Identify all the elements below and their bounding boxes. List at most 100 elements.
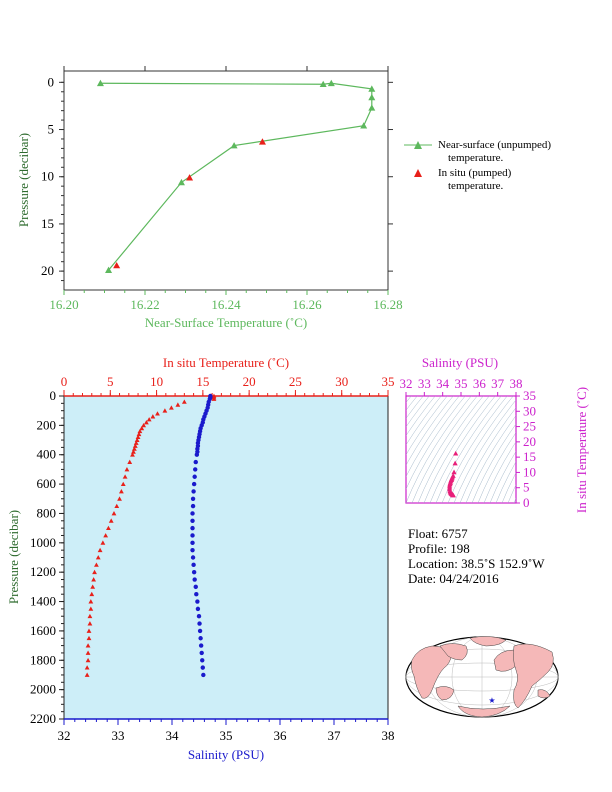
- temperature-profile-point: [141, 422, 147, 428]
- top-series-lines: [100, 82, 373, 271]
- temperature-tick-label: 25: [289, 374, 302, 389]
- ts-density-contour: [435, 396, 502, 503]
- map-land: [411, 636, 554, 718]
- ts-temperature-tick-label: 20: [523, 434, 536, 449]
- salinity-tick-label: 34: [166, 728, 180, 743]
- pumped-temperature-point: [258, 138, 266, 145]
- temperature-axis-label: In situ Temperature (˚C): [163, 355, 289, 370]
- pressure-tick-label: 600: [37, 476, 57, 491]
- salinity-profile-point: [190, 511, 195, 516]
- profile-chart: 0 5 10 15 20 25 30 35 32 33 34 35 36 37 38 0 200 400 600…: [6, 355, 395, 762]
- unpumped-temperature-point: [368, 85, 376, 92]
- salinity-profile-point: [197, 628, 203, 634]
- ts-density-contour: [483, 441, 516, 503]
- salinity-profile-point: [190, 540, 195, 546]
- salinity-profile-point: [194, 592, 199, 597]
- temperature-profile-point: [85, 657, 91, 663]
- pressure-axis-ticks: 0 200 400 600 800 1000 1200 1400 1600 1800 2000 220…: [30, 388, 64, 726]
- temperature-profile-point: [146, 417, 152, 422]
- ts-density-contour: [406, 396, 430, 428]
- salinity-profile-point: [190, 496, 196, 501]
- near-surface-temperature-chart: 16.20 16.22 16.24 16.26 16.28 0 5 10 15 20 Near-…: [16, 66, 403, 330]
- temperature-tick-label: 10: [150, 374, 163, 389]
- temperature-profile-point: [143, 420, 149, 425]
- salinity-profile-point: [191, 489, 196, 494]
- ts-temperature-tick-label: 30: [523, 403, 536, 418]
- top-x-tick-label: 16.28: [373, 297, 402, 312]
- ts-density-contour: [441, 396, 508, 503]
- temperature-profile-point: [84, 665, 90, 670]
- top-x-tick-label: 16.20: [49, 297, 78, 312]
- ts-density-contour: [406, 396, 466, 490]
- ts-profile-point: [450, 492, 456, 498]
- float-location-marker: ★: [488, 696, 495, 705]
- salinity-profile-point: [198, 643, 204, 648]
- temperature-tick-label: 20: [243, 374, 256, 389]
- temperature-profile-point: [120, 481, 126, 487]
- salinity-profile-point: [196, 614, 202, 619]
- temperature-profile-point: [86, 635, 92, 641]
- top-x-tick-label: 16.26: [292, 297, 322, 312]
- salinity-profile-point: [195, 599, 200, 604]
- salinity-tick-label: 38: [382, 728, 395, 743]
- top-series-marks: [96, 79, 376, 273]
- top-y-tick-label: 5: [48, 122, 55, 137]
- unpumped-temperature-line: [100, 82, 373, 271]
- temperature-profile-point: [108, 518, 114, 523]
- salinity-profile-point: [200, 665, 205, 670]
- salinity-profile-point: [191, 569, 197, 575]
- temperature-profile-point: [131, 446, 137, 451]
- temperature-profile-point: [124, 467, 130, 472]
- unpumped-temperature-point: [105, 266, 113, 273]
- salinity-profile-point: [200, 658, 205, 663]
- salinity-profile-marks: [190, 393, 213, 678]
- pressure-tick-label: 1600: [30, 623, 56, 638]
- temperature-profile-point: [135, 434, 141, 440]
- top-x-axis-label: Near-Surface Temperature (˚C): [145, 315, 307, 330]
- salinity-profile-point: [193, 467, 198, 472]
- profile-number: Profile: 198: [408, 541, 470, 556]
- temperature-profile-point: [122, 474, 128, 479]
- pressure-tick-label: 1000: [30, 535, 56, 550]
- ts-temperature-tick-label: 35: [523, 388, 536, 403]
- unpumped-temperature-point: [230, 142, 238, 149]
- ts-density-contour: [406, 396, 424, 419]
- temperature-profile-point: [85, 650, 91, 655]
- ts-density-contour: [532, 390, 602, 503]
- pressure-tick-label: 400: [37, 447, 57, 462]
- ts-density-contour: [406, 396, 442, 446]
- salinity-tick-label: 36: [274, 728, 288, 743]
- temperature-profile-point: [87, 613, 93, 619]
- ts-title: Salinity (PSU): [422, 355, 498, 370]
- float-info-panel: Float: 6757 Profile: 198 Location: 38.5˚…: [408, 526, 598, 586]
- salinity-profile-point: [193, 459, 198, 465]
- top-y-axis-ticks: 0 5 10 15 20: [41, 74, 393, 282]
- ts-profile-point: [451, 469, 457, 475]
- salinity-profile-point: [190, 547, 195, 553]
- ts-density-contour: [406, 396, 454, 466]
- ts-salinity-tick-label: 32: [400, 376, 413, 391]
- temperature-profile-point: [130, 452, 135, 457]
- temperature-profile-point: [134, 437, 140, 442]
- ts-density-contours: [406, 390, 602, 503]
- salinity-profile-point: [198, 636, 203, 641]
- temperature-tick-label: 15: [196, 374, 209, 389]
- temperature-profile-point: [137, 428, 143, 434]
- profile-date: Date: 04/24/2016: [408, 571, 499, 586]
- temperature-profile-point: [97, 547, 103, 553]
- temperature-profile-point: [114, 503, 120, 509]
- temperature-profile-point: [132, 443, 138, 448]
- salinity-profile-point: [192, 474, 197, 479]
- salinity-profile-point: [192, 577, 197, 582]
- temperature-axis-ticks: 0 5 10 15 20 25 30 35: [61, 374, 395, 396]
- salinity-tick-label: 35: [220, 728, 233, 743]
- salinity-tick-label: 32: [58, 728, 71, 743]
- temperature-profile-point: [133, 440, 139, 445]
- temperature-profile-point: [150, 414, 156, 419]
- top-y-tick-label: 10: [41, 169, 54, 184]
- temperature-profile-point: [168, 405, 174, 410]
- temperature-tick-label: 0: [61, 374, 68, 389]
- temperature-profile-point: [88, 599, 94, 604]
- temperature-profile-point: [87, 621, 93, 626]
